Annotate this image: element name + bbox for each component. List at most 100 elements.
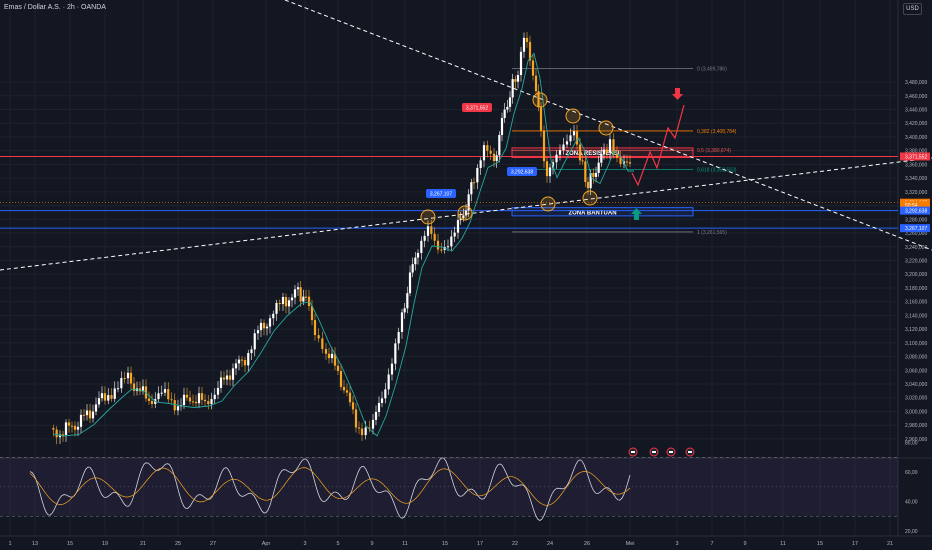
candle-body	[581, 160, 584, 162]
time-tick-label: 3	[303, 541, 306, 547]
candle-body	[123, 378, 126, 380]
candle-body	[545, 161, 549, 177]
rsi-tick-label: 80,00	[905, 441, 918, 447]
price-tag-box	[900, 152, 930, 161]
candle-body	[132, 383, 136, 392]
moving-average-line	[53, 52, 634, 437]
candle-body	[615, 152, 619, 158]
candle-body	[558, 150, 562, 155]
candle-body	[307, 296, 311, 307]
candle-body	[310, 306, 314, 321]
time-tick-label: Apr	[262, 541, 271, 547]
candle-body	[256, 330, 260, 334]
candle-body	[619, 157, 622, 164]
event-flag	[631, 451, 635, 453]
candle-body	[436, 240, 440, 250]
candle-body	[600, 153, 603, 163]
candle-body	[495, 155, 498, 162]
candle-body	[456, 220, 460, 233]
price-tick-label: 3,320,000	[905, 190, 927, 196]
candle-body	[278, 302, 281, 305]
candle-body	[371, 419, 375, 429]
candle-body	[150, 400, 154, 404]
rsi-tick-label: 40,00	[905, 500, 918, 506]
price-tick-label: 3,440,000	[905, 108, 927, 114]
candle-body	[55, 429, 58, 438]
candle-body	[225, 375, 229, 380]
zone-box	[511, 207, 694, 217]
candle-body	[482, 145, 486, 161]
candle-body	[602, 149, 606, 154]
time-tick-label: 1	[8, 541, 11, 547]
candle-body	[317, 335, 320, 339]
event-flag	[688, 451, 692, 453]
candle-body	[486, 145, 489, 151]
candle-body	[339, 370, 343, 387]
time-tick-label: 21	[140, 541, 146, 547]
price-tick-label: 3,060,000	[905, 368, 927, 374]
grid	[0, 0, 898, 536]
rsi-tick-label: 20,00	[905, 529, 918, 535]
candle-body	[572, 131, 576, 136]
price-tick-label: 2,960,000	[905, 437, 927, 443]
level-tag-box	[462, 103, 492, 112]
candle-body	[302, 296, 305, 302]
candle-body	[147, 398, 151, 401]
candle-body	[281, 296, 285, 305]
candle-body	[394, 343, 397, 364]
candle-body	[625, 161, 629, 163]
candle-body	[345, 390, 349, 393]
pivot-circle	[565, 108, 581, 124]
level-tag: 3,267,107	[426, 189, 456, 198]
price-tick-label: 3,180,000	[905, 286, 927, 292]
candle-body	[170, 399, 173, 401]
candle-body	[253, 333, 256, 350]
candle-body	[522, 37, 526, 52]
candle-body	[411, 264, 414, 273]
level-tag-box	[426, 189, 456, 198]
candle-body	[100, 393, 104, 399]
pivot-circle	[532, 92, 548, 108]
time-tick-label: 17	[852, 541, 858, 547]
candle-body	[534, 75, 538, 92]
time-tick-label: 9	[370, 541, 373, 547]
candle-body	[70, 425, 74, 427]
pivot-circle	[540, 196, 556, 212]
candle-body	[213, 394, 216, 400]
candle-body	[470, 182, 473, 195]
candle-body	[275, 302, 278, 314]
price-tick-label: 3,080,000	[905, 355, 927, 361]
candle-body	[569, 135, 572, 142]
candle-body	[459, 218, 462, 221]
economic-event-icon	[666, 447, 676, 457]
candle-body	[348, 392, 352, 403]
price-tick-label: 3,260,000	[905, 231, 927, 237]
candle-body	[200, 393, 204, 400]
candle-body	[528, 41, 532, 61]
candle-body	[296, 287, 300, 290]
rsi-pane: 20,00 40,00 60,00 80,00	[0, 441, 918, 535]
candle-body	[324, 348, 328, 354]
candle-body	[79, 414, 83, 427]
currency-selector[interactable]: USD	[903, 3, 922, 15]
candle-body	[542, 130, 546, 162]
candle-body	[446, 246, 450, 248]
candle-body	[377, 402, 381, 412]
price-tick-label: 3,100,000	[905, 341, 927, 347]
candle-body	[368, 427, 371, 429]
candle-body	[107, 395, 110, 401]
candle-body	[500, 118, 504, 136]
candle-body	[555, 154, 558, 163]
fib-level: 1 (3,261,565)	[512, 230, 727, 236]
candle-body	[272, 313, 275, 319]
price-tag-text: 3,292,638	[905, 209, 927, 215]
candle-body	[243, 359, 247, 366]
candle-body	[426, 226, 430, 236]
candle-body	[414, 257, 417, 265]
candle-body	[284, 296, 288, 307]
candle-body	[210, 399, 213, 405]
candle-body	[94, 404, 98, 412]
candle-body	[67, 422, 71, 426]
candle-body	[97, 398, 101, 405]
